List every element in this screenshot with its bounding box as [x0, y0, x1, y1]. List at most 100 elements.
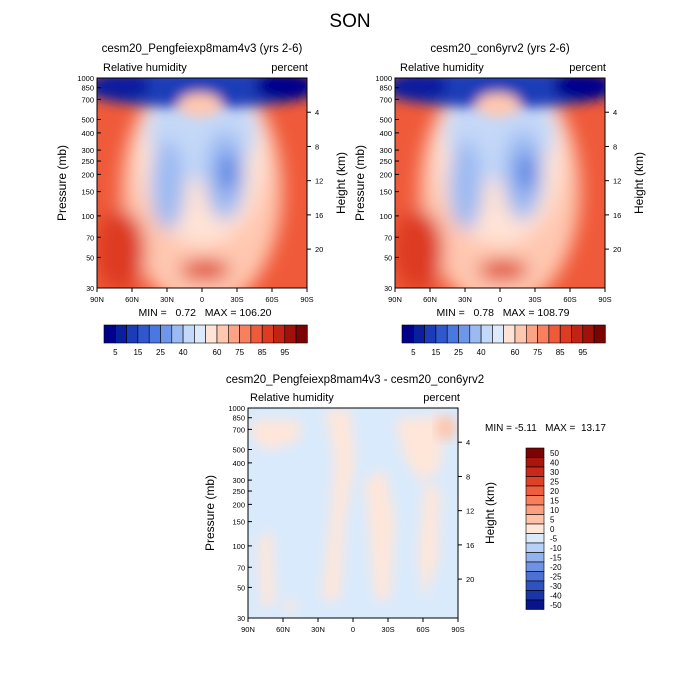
pressure-tick-label: 250: [379, 157, 392, 166]
panel-3: cesm20_Pengfeiexp8mam4v3 - cesm20_con6yr…: [203, 374, 606, 634]
colorbar-label: -40: [550, 591, 562, 600]
page-title: SON: [329, 11, 370, 32]
height-tick-label: 8: [613, 142, 617, 151]
panel-1: cesm20_Pengfeiexp8mam4v3 (yrs 2-6) Relat…: [55, 43, 348, 357]
pressure-tick-label: 500: [81, 116, 94, 125]
pressure-tick-label: 50: [237, 585, 245, 592]
panel-1-ylabel: Pressure (mb): [55, 145, 69, 221]
colorbar-label: -5: [550, 534, 558, 543]
colorbar-swatch: [182, 324, 195, 344]
pressure-tick-label: 400: [81, 129, 94, 138]
colorbar-label: 10: [550, 506, 559, 515]
height-tick-label: 20: [613, 245, 621, 254]
colorbar-swatch: [228, 324, 240, 344]
panel-3-ylabel: Pressure (mb): [203, 475, 217, 551]
panel-3-y2label: Height (km): [483, 482, 497, 544]
panel-3-field: [248, 408, 458, 618]
pressure-tick-label: 700: [81, 95, 94, 104]
colorbar-swatch: [435, 324, 448, 344]
colorbar-swatch: [525, 542, 545, 553]
colorbar-swatch: [525, 447, 545, 458]
colorbar-swatch: [458, 324, 471, 344]
pressure-tick-label: 1000: [375, 74, 392, 83]
pressure-tick-label: 200: [379, 170, 392, 179]
lat-tick-label: 0: [351, 625, 355, 634]
pressure-tick-label: 700: [379, 95, 392, 104]
height-tick-label: 8: [315, 142, 319, 151]
colorbar-swatch: [261, 324, 274, 344]
colorbar-label: 20: [550, 487, 559, 496]
pressure-tick-label: 300: [81, 146, 94, 155]
colorbar-label: 40: [477, 348, 486, 357]
lat-tick-label: 30N: [160, 295, 174, 304]
panel-2-field: [395, 78, 605, 288]
colorbar-label: 50: [550, 449, 559, 458]
colorbar-label: 25: [156, 348, 165, 357]
colorbar-swatch: [137, 324, 150, 344]
pressure-tick-label: 500: [232, 446, 245, 455]
colorbar-swatch: [525, 485, 545, 496]
colorbar-swatch: [412, 324, 425, 344]
height-tick-label: 4: [613, 108, 617, 117]
colorbar-swatch: [480, 324, 493, 344]
pressure-tick-label: 150: [81, 188, 94, 197]
pressure-tick-label: 200: [232, 500, 245, 509]
colorbar-swatch: [424, 324, 437, 344]
pressure-tick-label: 30: [237, 616, 245, 623]
lat-tick-label: 90N: [388, 295, 402, 304]
colorbar-swatch: [126, 324, 139, 344]
panel-1-stats: MIN = 0.72 MAX = 106.20: [138, 307, 271, 319]
pressure-tick-label: 200: [81, 170, 94, 179]
pressure-tick-label: 70: [384, 235, 392, 242]
colorbar-label: 95: [578, 348, 587, 357]
colorbar-swatch: [593, 324, 606, 344]
pressure-tick-label: 50: [86, 255, 94, 262]
pressure-tick-label: 100: [81, 212, 94, 221]
panel-2-title: cesm20_con6yrv2 (yrs 2-6): [430, 43, 569, 55]
panel-1-height-ticks: 20 16 12 8 4: [307, 108, 323, 254]
colorbar-swatch: [148, 324, 161, 344]
pressure-tick-label: 850: [379, 84, 392, 93]
panel-2-colorbar: 5 15 25 40 60 75 85 95: [401, 324, 606, 357]
panel-2-y2label: Height (km): [632, 152, 646, 214]
colorbar-swatch: [492, 324, 504, 344]
pressure-tick-label: 150: [232, 518, 245, 527]
colorbar-swatch: [103, 324, 116, 344]
pressure-tick-label: 100: [232, 542, 245, 551]
colorbar-label: 25: [550, 477, 559, 486]
height-tick-label: 12: [613, 177, 621, 186]
panel-2-lat-ticks: 90N 60N 30N 0 30S 60S 90S: [388, 288, 612, 304]
colorbar-label: 15: [550, 496, 559, 505]
pressure-tick-label: 400: [379, 129, 392, 138]
colorbar-swatch: [525, 476, 545, 487]
colorbar-swatch: [548, 324, 561, 344]
colorbar-label: 0: [550, 525, 555, 534]
lat-tick-label: 30S: [230, 295, 243, 304]
colorbar-swatch: [216, 324, 229, 344]
colorbar-swatch: [525, 466, 545, 477]
pressure-tick-label: 50: [384, 255, 392, 262]
colorbar-swatch: [525, 457, 545, 468]
panel-3-units-label: percent: [423, 392, 460, 404]
panel-3-title: cesm20_Pengfeiexp8mam4v3 - cesm20_con6yr…: [226, 374, 484, 386]
colorbar-swatch: [525, 504, 545, 515]
colorbar-label: 85: [556, 348, 565, 357]
panel-1-y2label: Height (km): [334, 152, 348, 214]
colorbar-label: -20: [550, 563, 562, 572]
panel-1-title: cesm20_Pengfeiexp8mam4v3 (yrs 2-6): [102, 43, 303, 55]
height-tick-label: 20: [466, 575, 474, 584]
height-tick-label: 4: [315, 108, 319, 117]
colorbar-label: 60: [511, 348, 520, 357]
colorbar-swatch: [503, 324, 516, 344]
lat-tick-label: 0: [200, 295, 204, 304]
lat-tick-label: 90N: [90, 295, 104, 304]
colorbar-label: -30: [550, 582, 562, 591]
lat-tick-label: 30S: [381, 625, 394, 634]
colorbar-swatch: [525, 514, 545, 525]
colorbar-label: 75: [533, 348, 542, 357]
pressure-tick-label: 70: [86, 235, 94, 242]
